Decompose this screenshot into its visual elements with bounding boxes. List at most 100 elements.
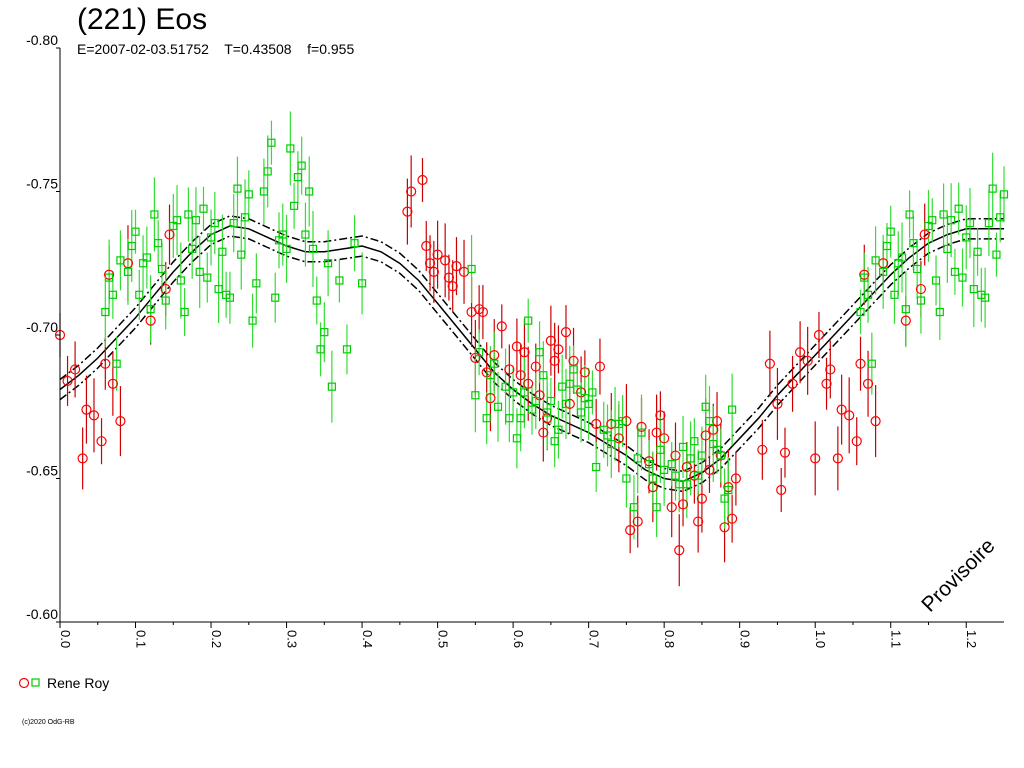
data-point-red (496, 321, 507, 332)
data-point-green (210, 218, 219, 228)
data-point-red (421, 240, 432, 252)
data-point-green (678, 442, 688, 452)
data-point-red (485, 393, 496, 404)
data-point-red (443, 272, 455, 283)
data-point-green (916, 296, 926, 305)
data-point-green (671, 471, 680, 480)
data-point-red (523, 378, 534, 389)
x-tick-label: 0.8 (662, 630, 677, 648)
data-point-green (928, 216, 937, 225)
data-point-red (591, 418, 602, 430)
data-point-red (700, 430, 711, 441)
data-point-red (727, 513, 738, 524)
data-point-red (164, 229, 175, 240)
data-point-green (958, 273, 967, 282)
data-point-red (632, 516, 643, 527)
data-point-green (535, 348, 544, 357)
data-point-red (447, 281, 458, 292)
data-point-green (240, 213, 250, 222)
data-point-green (705, 417, 714, 426)
data-point-green (554, 425, 563, 434)
data-point-red (674, 545, 685, 556)
data-point-red (625, 525, 636, 536)
y-tick-label: -0.60 (26, 606, 58, 622)
data-point-green (214, 284, 223, 294)
data-point-red (107, 378, 118, 389)
data-point-green (569, 365, 578, 374)
data-point-green (104, 273, 114, 282)
data-point-red (776, 484, 787, 496)
data-point-green (897, 253, 907, 262)
data-point-green (860, 273, 869, 282)
data-point-red (813, 329, 825, 341)
watermark-text: Provisoire (917, 534, 999, 616)
data-point-green (644, 460, 654, 469)
data-point-green (150, 210, 159, 219)
data-point-red (553, 344, 564, 355)
data-point-green (237, 250, 246, 259)
x-tick-label: 0.5 (436, 630, 451, 648)
data-point-red (440, 255, 451, 266)
data-point-green (512, 434, 521, 443)
data-point-red (643, 456, 655, 467)
data-point-red (655, 410, 666, 421)
data-point-green (467, 264, 476, 274)
data-point-green (947, 216, 956, 225)
data-point-red (424, 258, 436, 269)
data-point-red (666, 502, 677, 513)
data-point-green (992, 250, 1001, 259)
data-point-green (203, 273, 212, 282)
data-point-red (836, 404, 847, 415)
data-point-red (919, 229, 930, 240)
data-point-green (308, 244, 318, 253)
data-point-green (576, 408, 586, 417)
data-point-red (451, 261, 462, 272)
axes-group: -0.80 -0.75 -0.70 -0.65 -0.600.0 0.1 0.2 0.3 0.4… (26, 32, 1004, 648)
legend: Rene Roy (18, 672, 109, 694)
data-point-red (810, 453, 821, 464)
data-point-green (905, 210, 914, 219)
data-point-red (832, 453, 843, 464)
data-point-green (622, 474, 631, 483)
fit-curve (59, 225, 1004, 483)
data-point-red (530, 361, 541, 372)
data-point-red (693, 516, 704, 527)
data-point-green (716, 451, 725, 460)
data-point-green (490, 359, 499, 368)
data-point-red (545, 335, 556, 346)
data-point-red (900, 315, 911, 326)
data-point-green (505, 414, 514, 423)
data-point-red (504, 364, 515, 375)
data-point-green (316, 345, 325, 354)
data-point-green (225, 293, 235, 302)
data-point-green (965, 218, 975, 228)
data-point-green (278, 230, 287, 239)
data-point-green (633, 454, 642, 463)
data-point-green (527, 405, 537, 414)
data-point-red (417, 174, 428, 186)
data-point-red (647, 482, 658, 493)
data-point-red (696, 493, 708, 504)
data-point-green (191, 216, 201, 225)
data-point-green (667, 460, 676, 469)
data-point-red (96, 436, 107, 447)
data-point-green (882, 241, 892, 251)
data-point-green (939, 210, 948, 219)
data-point-red (515, 370, 526, 381)
data-point-green (728, 405, 737, 414)
data-point-red (862, 378, 874, 389)
chart-subtitle: E=2007-02-03.51752 T=0.43508 f=0.955 (77, 41, 355, 57)
legend-circle-icon (18, 677, 30, 689)
data-point-green (199, 204, 208, 213)
data-point-green (981, 293, 990, 302)
data-point-green (172, 216, 182, 225)
data-point-red (704, 464, 715, 475)
data-point-green (493, 402, 503, 411)
data-point-red (100, 358, 111, 369)
data-point-green (909, 239, 918, 248)
data-point-red (651, 427, 662, 438)
y-tick-label: -0.65 (26, 463, 58, 479)
data-point-green (890, 290, 899, 299)
data-point-green (146, 305, 155, 314)
